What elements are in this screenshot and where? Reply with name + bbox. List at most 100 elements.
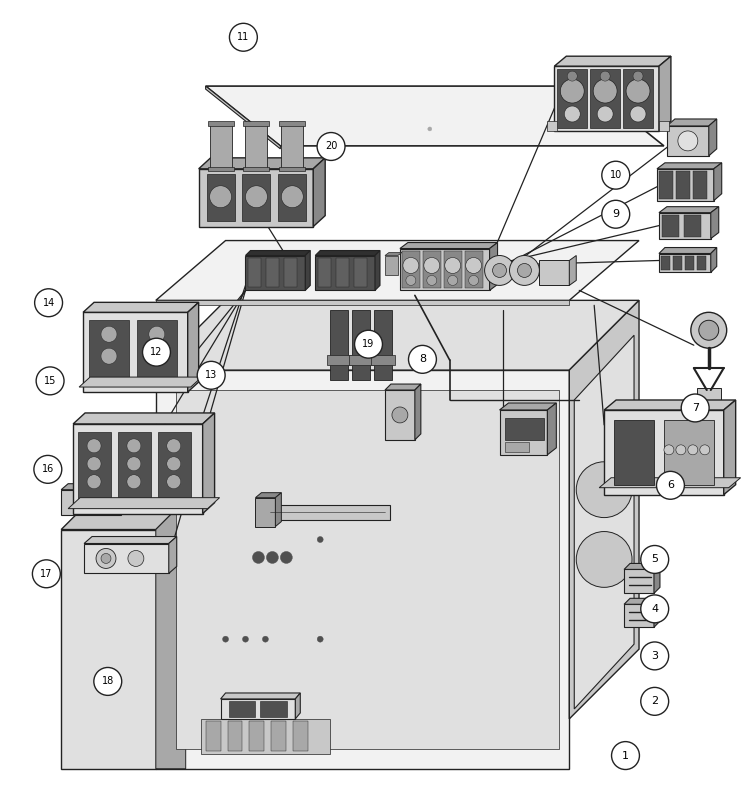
Text: 4: 4: [651, 604, 658, 614]
Polygon shape: [385, 253, 402, 255]
Circle shape: [317, 133, 345, 161]
Text: 19: 19: [362, 339, 374, 349]
Polygon shape: [659, 247, 717, 254]
Polygon shape: [673, 255, 682, 270]
Circle shape: [633, 71, 643, 81]
Polygon shape: [697, 388, 720, 400]
Circle shape: [444, 258, 461, 274]
Circle shape: [127, 474, 141, 489]
Circle shape: [700, 445, 710, 455]
Polygon shape: [137, 320, 177, 384]
Polygon shape: [284, 258, 297, 287]
Polygon shape: [330, 310, 348, 380]
Polygon shape: [402, 250, 420, 288]
Text: 14: 14: [42, 298, 55, 308]
Polygon shape: [505, 418, 544, 440]
Polygon shape: [220, 693, 300, 699]
Polygon shape: [654, 563, 660, 594]
Polygon shape: [385, 390, 415, 440]
Polygon shape: [199, 169, 314, 226]
Polygon shape: [415, 384, 421, 440]
Circle shape: [127, 457, 141, 470]
Polygon shape: [210, 124, 232, 169]
Circle shape: [101, 326, 117, 342]
Polygon shape: [569, 300, 639, 719]
Polygon shape: [465, 250, 483, 288]
Text: 16: 16: [41, 464, 54, 474]
Circle shape: [143, 338, 171, 366]
Polygon shape: [73, 413, 214, 424]
Circle shape: [593, 79, 617, 103]
Circle shape: [424, 258, 440, 274]
Circle shape: [576, 531, 632, 587]
Circle shape: [281, 186, 303, 208]
Polygon shape: [260, 701, 287, 717]
Circle shape: [641, 642, 669, 670]
Circle shape: [128, 550, 144, 566]
Circle shape: [317, 636, 323, 642]
Polygon shape: [667, 126, 709, 156]
Polygon shape: [207, 174, 235, 221]
Circle shape: [447, 275, 458, 286]
Circle shape: [691, 312, 726, 348]
Polygon shape: [220, 699, 296, 719]
Polygon shape: [624, 570, 654, 594]
Circle shape: [317, 537, 323, 542]
Polygon shape: [265, 505, 390, 519]
Polygon shape: [604, 410, 723, 494]
Circle shape: [223, 636, 229, 642]
Circle shape: [167, 474, 180, 489]
Polygon shape: [228, 721, 242, 750]
Circle shape: [403, 258, 419, 274]
Text: 1: 1: [622, 750, 629, 761]
Polygon shape: [661, 255, 670, 270]
Polygon shape: [266, 258, 279, 287]
Polygon shape: [271, 721, 287, 750]
Polygon shape: [202, 413, 214, 514]
Circle shape: [611, 742, 639, 770]
Circle shape: [641, 546, 669, 574]
Polygon shape: [244, 167, 269, 170]
Polygon shape: [250, 721, 265, 750]
Polygon shape: [547, 403, 556, 455]
Circle shape: [35, 289, 62, 317]
Polygon shape: [684, 214, 701, 237]
Polygon shape: [659, 206, 719, 213]
Polygon shape: [659, 254, 711, 273]
Polygon shape: [205, 86, 664, 146]
Circle shape: [149, 326, 165, 342]
Circle shape: [127, 439, 141, 453]
Circle shape: [245, 186, 268, 208]
Polygon shape: [84, 543, 168, 574]
Circle shape: [699, 320, 719, 340]
Text: 17: 17: [40, 569, 53, 578]
Text: 6: 6: [667, 480, 674, 490]
Polygon shape: [156, 370, 569, 769]
Polygon shape: [118, 432, 151, 506]
Circle shape: [602, 162, 629, 189]
Polygon shape: [176, 390, 559, 749]
Polygon shape: [505, 442, 529, 452]
Polygon shape: [499, 410, 547, 455]
Circle shape: [517, 263, 532, 278]
Circle shape: [101, 554, 111, 563]
Circle shape: [87, 457, 101, 470]
Circle shape: [87, 474, 101, 489]
Polygon shape: [374, 310, 392, 380]
Text: 2: 2: [651, 696, 658, 706]
Polygon shape: [248, 258, 262, 287]
Circle shape: [510, 255, 539, 286]
Polygon shape: [599, 478, 741, 488]
Polygon shape: [314, 158, 325, 226]
Polygon shape: [61, 490, 121, 514]
Polygon shape: [539, 261, 569, 286]
Circle shape: [484, 255, 514, 286]
Polygon shape: [293, 721, 308, 750]
Circle shape: [468, 275, 478, 286]
Polygon shape: [624, 604, 654, 627]
Text: 15: 15: [44, 376, 56, 386]
Polygon shape: [245, 250, 311, 255]
Polygon shape: [352, 310, 370, 380]
Polygon shape: [659, 121, 669, 131]
Polygon shape: [245, 255, 305, 290]
